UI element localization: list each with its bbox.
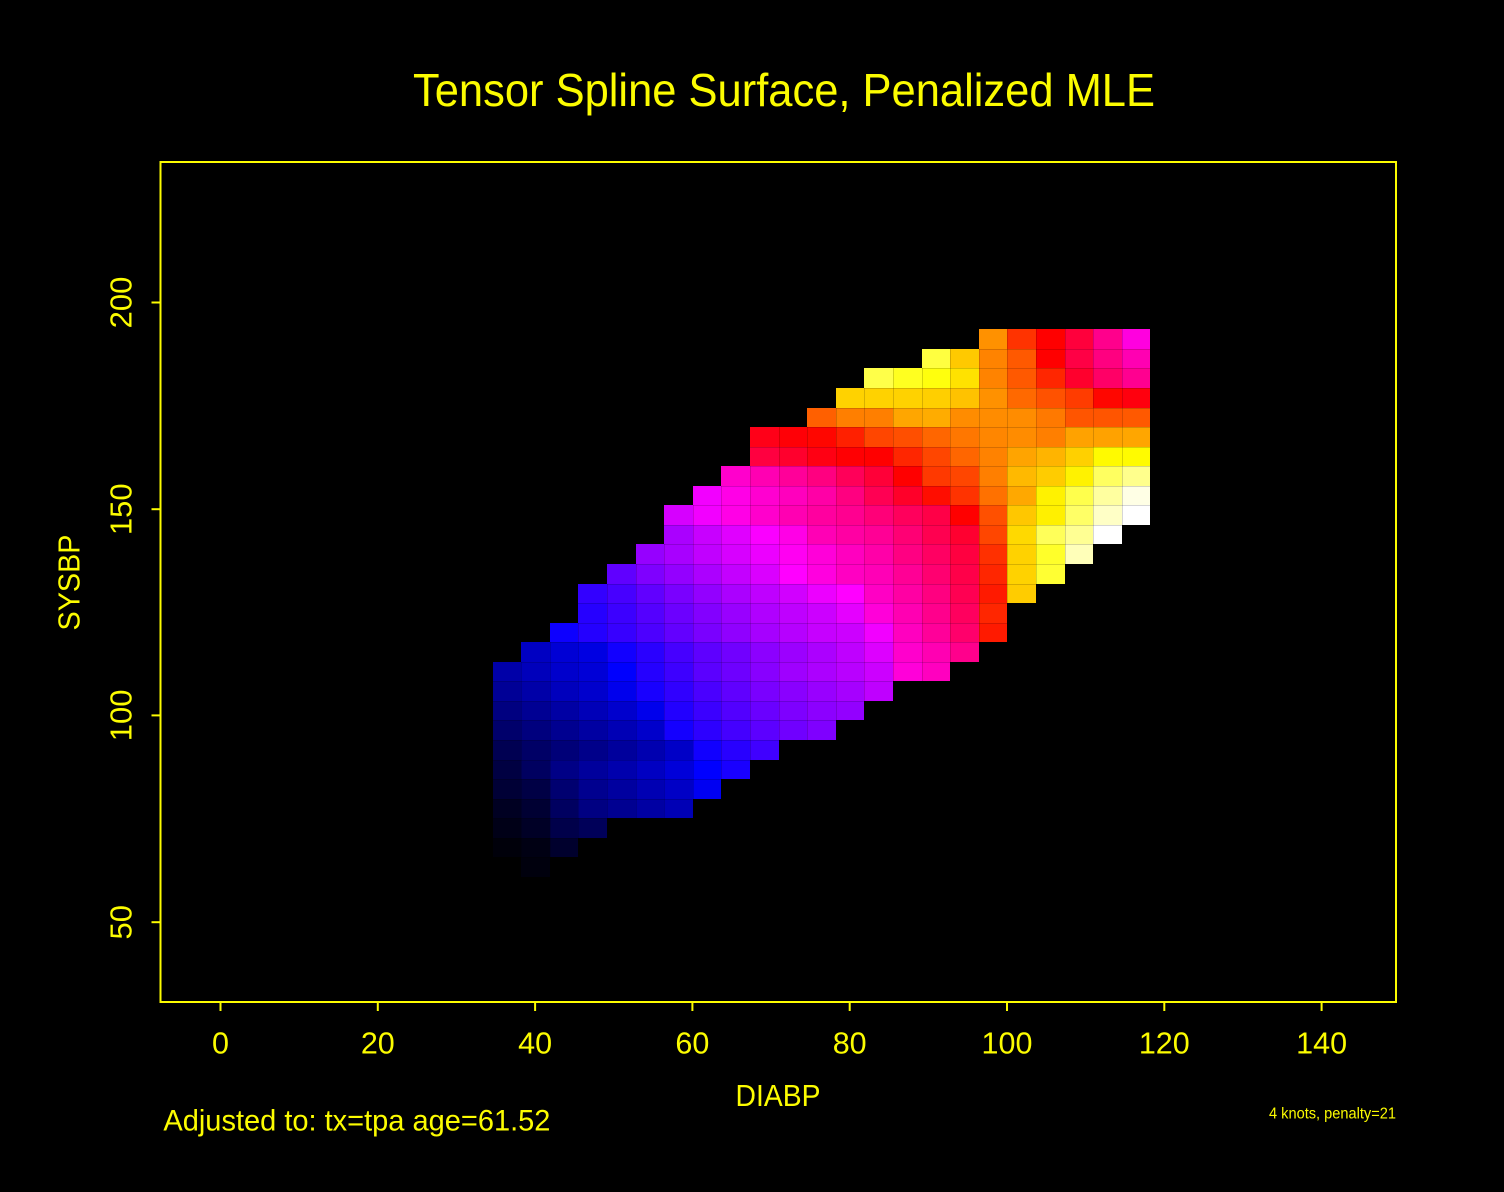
svg-text:DIABP: DIABP <box>736 1078 821 1113</box>
svg-text:60: 60 <box>675 1027 709 1061</box>
svg-text:200: 200 <box>104 277 139 329</box>
svg-text:50: 50 <box>104 905 139 939</box>
svg-text:20: 20 <box>361 1027 395 1061</box>
svg-text:100: 100 <box>982 1027 1033 1061</box>
svg-text:140: 140 <box>1296 1027 1347 1061</box>
svg-text:120: 120 <box>1139 1027 1190 1061</box>
svg-text:40: 40 <box>518 1027 552 1061</box>
svg-text:SYSBP: SYSBP <box>52 535 87 631</box>
svg-text:Tensor Spline Surface, Penaliz: Tensor Spline Surface, Penalized MLE <box>413 64 1155 116</box>
svg-text:4 knots, penalty=21: 4 knots, penalty=21 <box>1269 1106 1396 1123</box>
svg-text:0: 0 <box>212 1027 229 1061</box>
svg-text:100: 100 <box>104 690 139 742</box>
svg-text:80: 80 <box>833 1027 867 1061</box>
svg-text:Adjusted to: tx=tpa age=61.52: Adjusted to: tx=tpa age=61.52 <box>163 1105 550 1138</box>
svg-text:150: 150 <box>104 483 139 535</box>
